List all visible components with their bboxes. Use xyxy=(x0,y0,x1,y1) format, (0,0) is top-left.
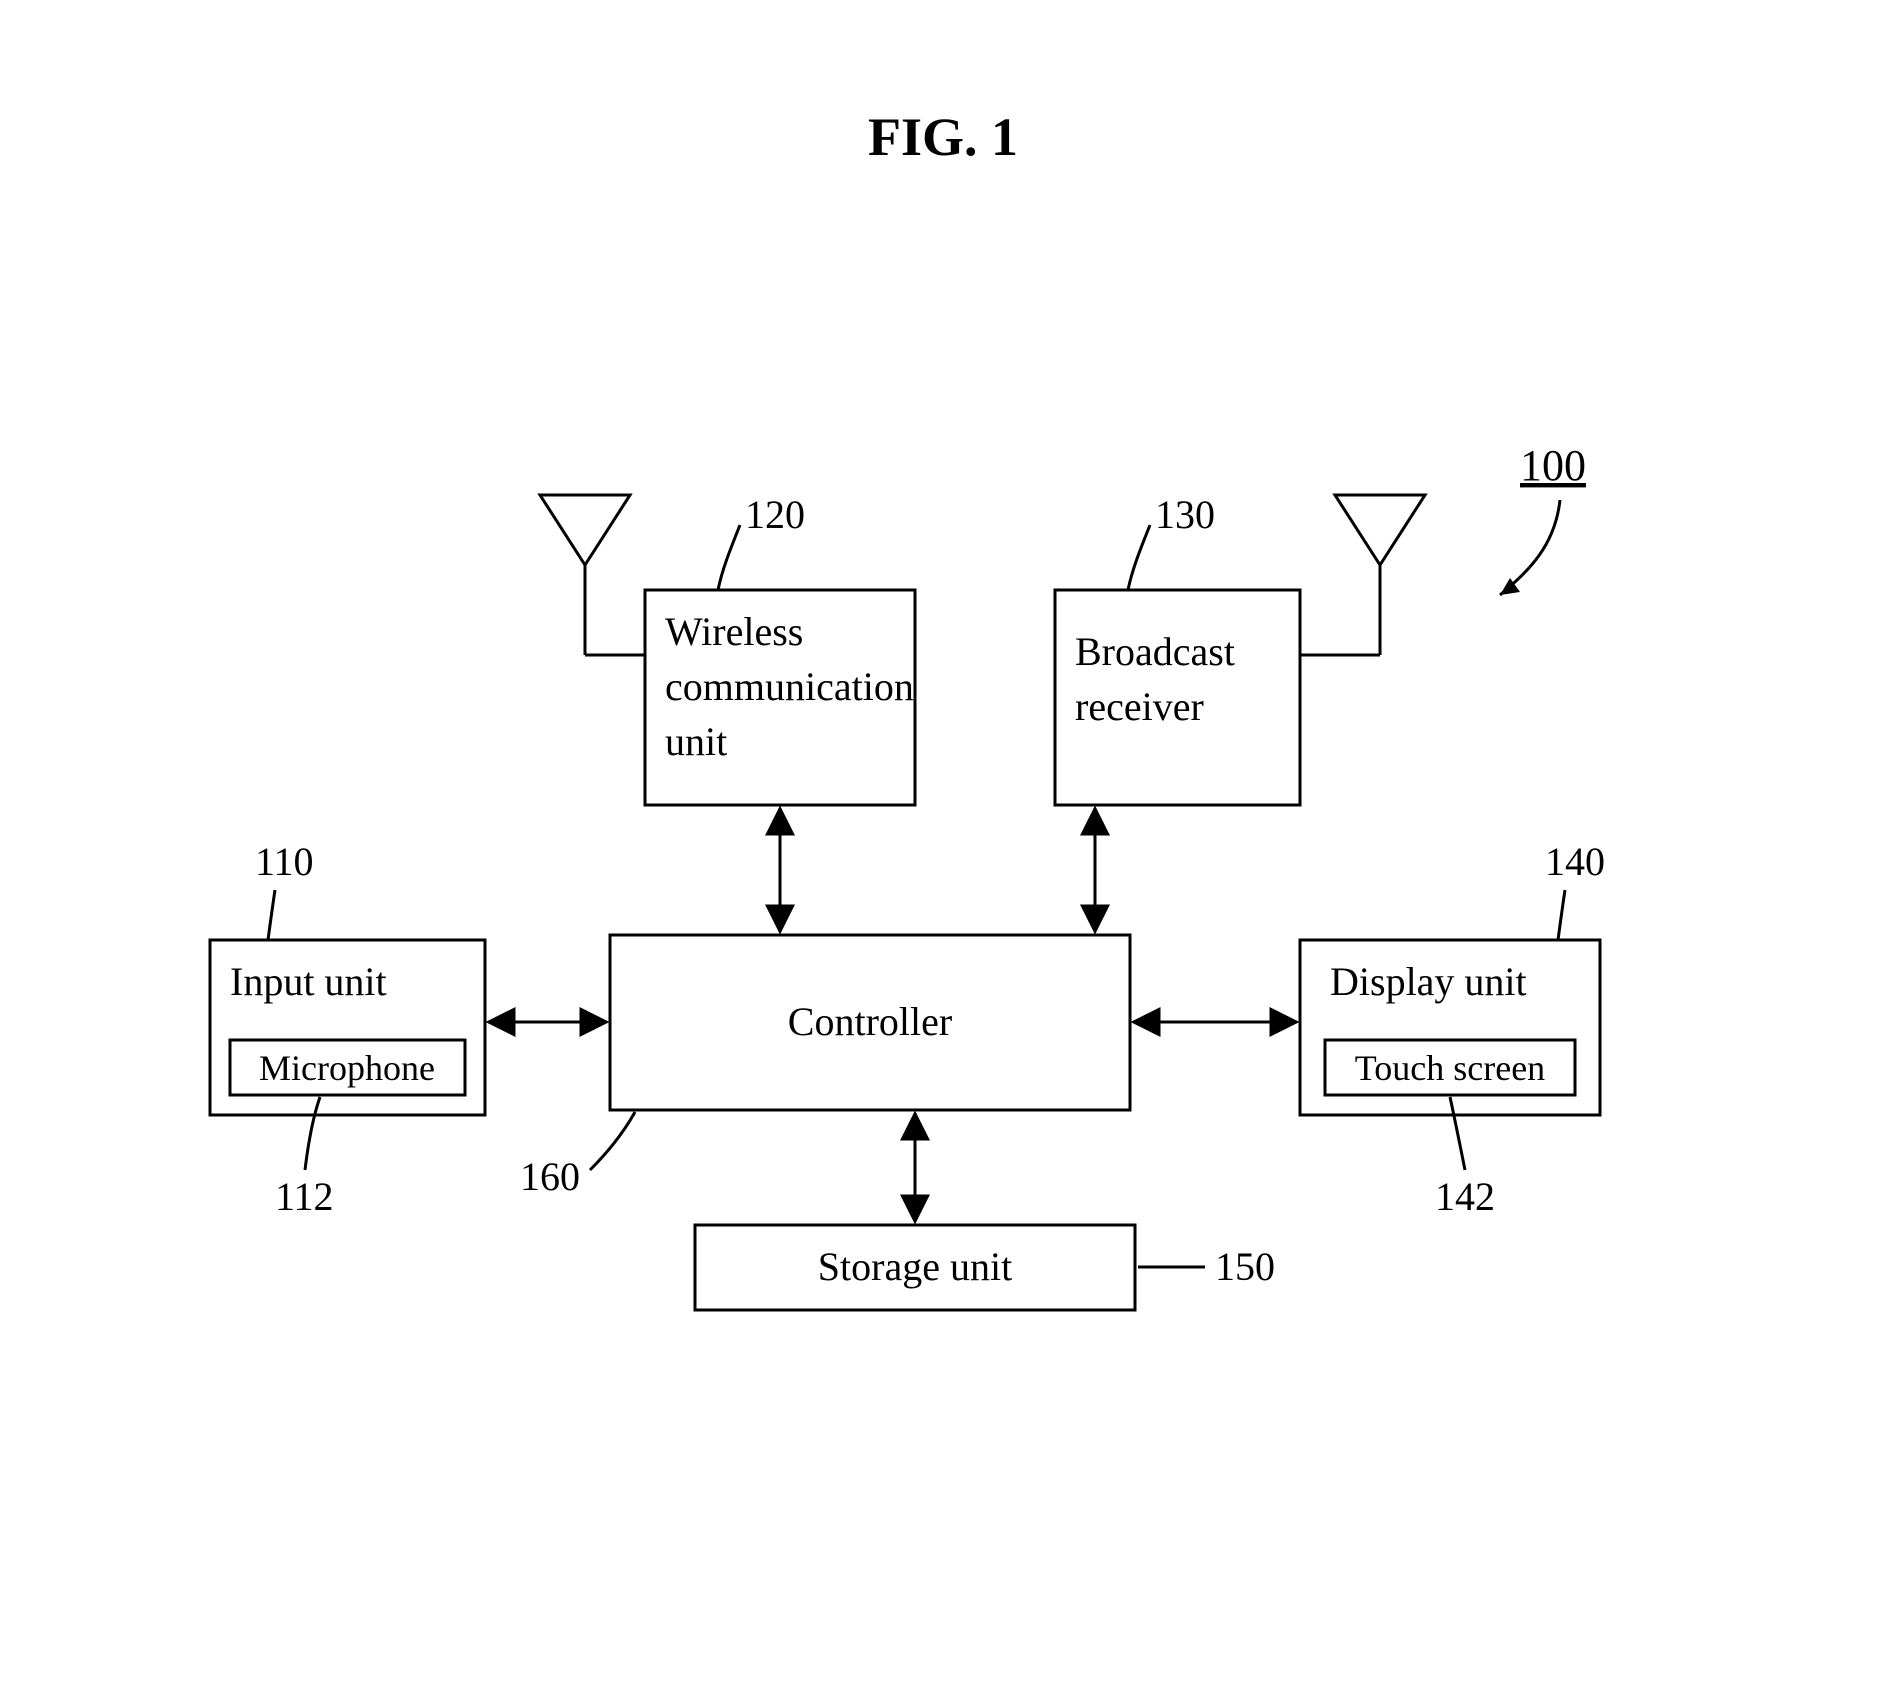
system-ref: 100 xyxy=(1520,441,1586,490)
display-ref: 140 xyxy=(1545,839,1605,884)
broadcast-label-l2: receiver xyxy=(1075,684,1204,729)
wireless-label-l3: unit xyxy=(665,719,727,764)
diagram-svg: FIG. 1 100 Controller 160 Wireless commu… xyxy=(0,0,1886,1706)
controller-ref-leader xyxy=(590,1112,635,1170)
controller-label: Controller xyxy=(788,999,952,1044)
broadcast-ref: 130 xyxy=(1155,492,1215,537)
wireless-label-l2: communication xyxy=(665,664,914,709)
touchscreen-label: Touch screen xyxy=(1355,1048,1545,1088)
storage-label: Storage unit xyxy=(818,1244,1012,1289)
controller-ref: 160 xyxy=(520,1154,580,1199)
microphone-ref: 112 xyxy=(275,1174,334,1219)
microphone-ref-leader xyxy=(305,1097,320,1170)
wireless-ref: 120 xyxy=(745,492,805,537)
input-ref: 110 xyxy=(255,839,314,884)
antenna-left-tri xyxy=(540,495,630,565)
display-label: Display unit xyxy=(1330,959,1527,1004)
wireless-label-l1: Wireless xyxy=(665,609,803,654)
touchscreen-ref: 142 xyxy=(1435,1174,1495,1219)
microphone-label: Microphone xyxy=(259,1048,435,1088)
broadcast-ref-leader xyxy=(1128,525,1150,590)
touchscreen-ref-leader xyxy=(1450,1097,1465,1170)
input-label: Input unit xyxy=(230,959,387,1004)
input-ref-leader xyxy=(268,890,275,940)
wireless-ref-leader xyxy=(718,525,740,590)
storage-ref: 150 xyxy=(1215,1244,1275,1289)
figure-title: FIG. 1 xyxy=(868,107,1018,167)
antenna-right-tri xyxy=(1335,495,1425,565)
broadcast-label-l1: Broadcast xyxy=(1075,629,1235,674)
display-ref-leader xyxy=(1558,890,1565,940)
